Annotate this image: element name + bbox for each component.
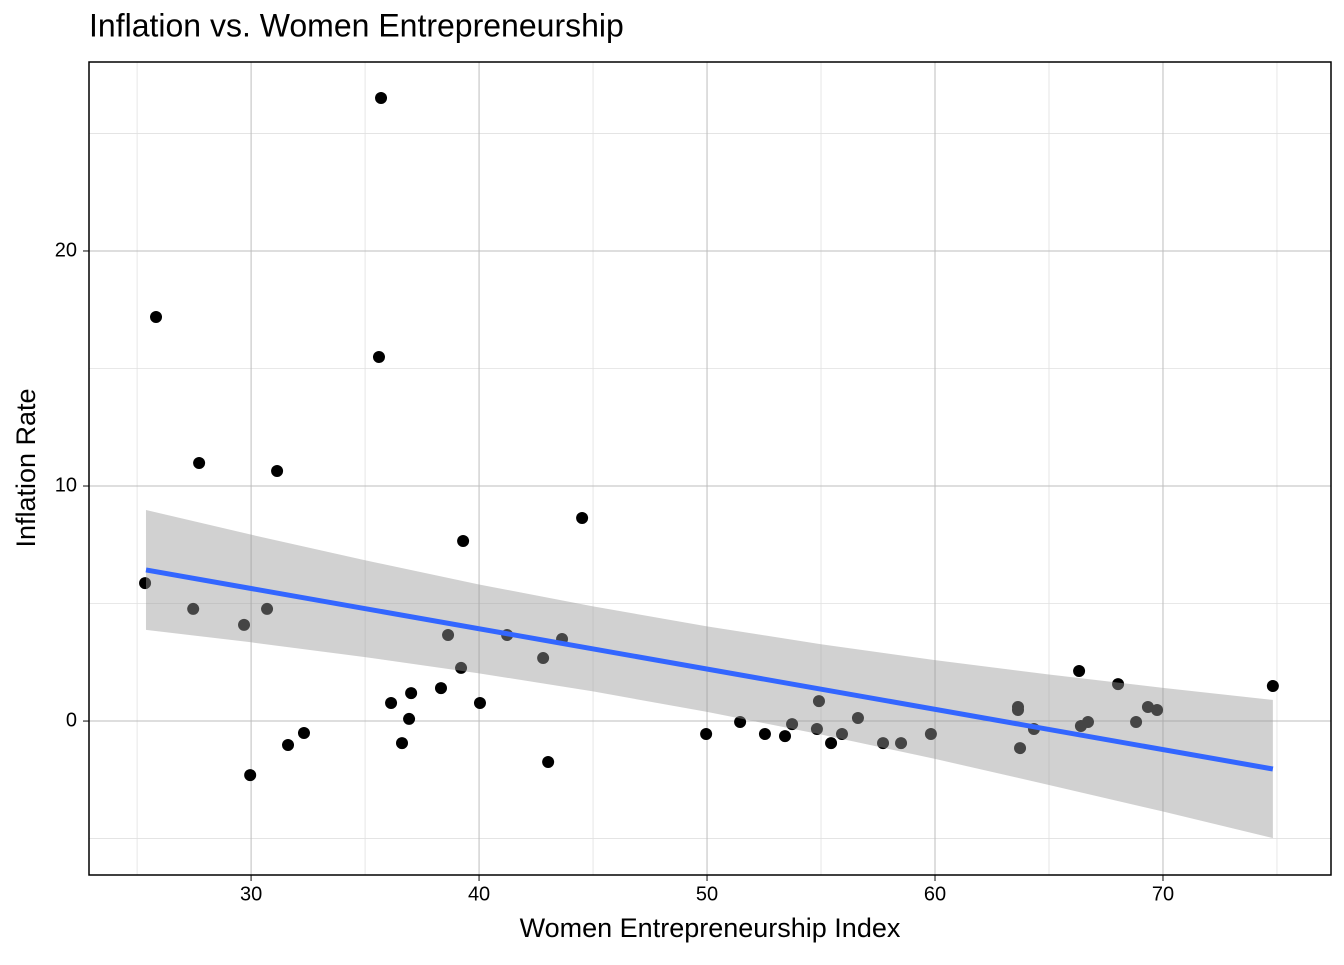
point — [1011, 704, 1024, 717]
point — [924, 727, 937, 740]
point — [372, 350, 385, 363]
point — [457, 535, 470, 548]
point — [542, 755, 555, 768]
confidence-band — [145, 509, 1273, 839]
point — [825, 737, 838, 750]
panel-border — [88, 61, 1332, 876]
point — [396, 737, 409, 750]
point — [1266, 680, 1279, 693]
x-tick-label: 50 — [696, 883, 718, 905]
y-tick-label: 20 — [55, 239, 77, 261]
point — [851, 711, 864, 724]
point — [282, 739, 295, 752]
point — [1141, 700, 1154, 713]
panel-background — [89, 62, 1331, 875]
point — [779, 730, 792, 743]
x-tick-label: 70 — [1152, 883, 1174, 905]
y-axis-title: Inflation Rate — [11, 388, 41, 547]
point — [455, 661, 468, 674]
point — [385, 696, 398, 709]
point — [537, 652, 550, 665]
point — [700, 727, 713, 740]
chart-title: Inflation vs. Women Entrepreneurship — [89, 7, 624, 43]
x-axis-title: Women Entrepreneurship Index — [520, 913, 901, 943]
x-tick-label: 30 — [240, 883, 262, 905]
point — [895, 737, 908, 750]
point — [297, 727, 310, 740]
point — [1112, 678, 1125, 691]
point — [576, 511, 589, 524]
point — [812, 695, 825, 708]
point — [150, 311, 163, 324]
point — [473, 696, 486, 709]
point — [1073, 664, 1086, 677]
point — [1081, 715, 1094, 728]
y-tick-label: 10 — [55, 474, 77, 496]
point — [835, 727, 848, 740]
point — [261, 602, 274, 615]
point — [734, 715, 747, 728]
point — [877, 737, 890, 750]
fit-line — [145, 567, 1274, 772]
point — [810, 723, 823, 736]
point — [1014, 742, 1027, 755]
point — [1130, 715, 1143, 728]
y-tick-label: 0 — [66, 709, 77, 731]
point — [375, 91, 388, 104]
point — [405, 687, 418, 700]
point — [244, 769, 257, 782]
point — [139, 577, 152, 590]
point — [271, 464, 284, 477]
point — [403, 712, 416, 725]
point — [187, 602, 200, 615]
point — [193, 456, 206, 469]
x-tick-label: 40 — [468, 883, 490, 905]
point — [786, 718, 799, 731]
point — [238, 618, 251, 631]
x-tick-label: 60 — [924, 883, 946, 905]
point — [434, 682, 447, 695]
point — [1151, 704, 1164, 717]
point — [442, 629, 455, 642]
point — [758, 727, 771, 740]
